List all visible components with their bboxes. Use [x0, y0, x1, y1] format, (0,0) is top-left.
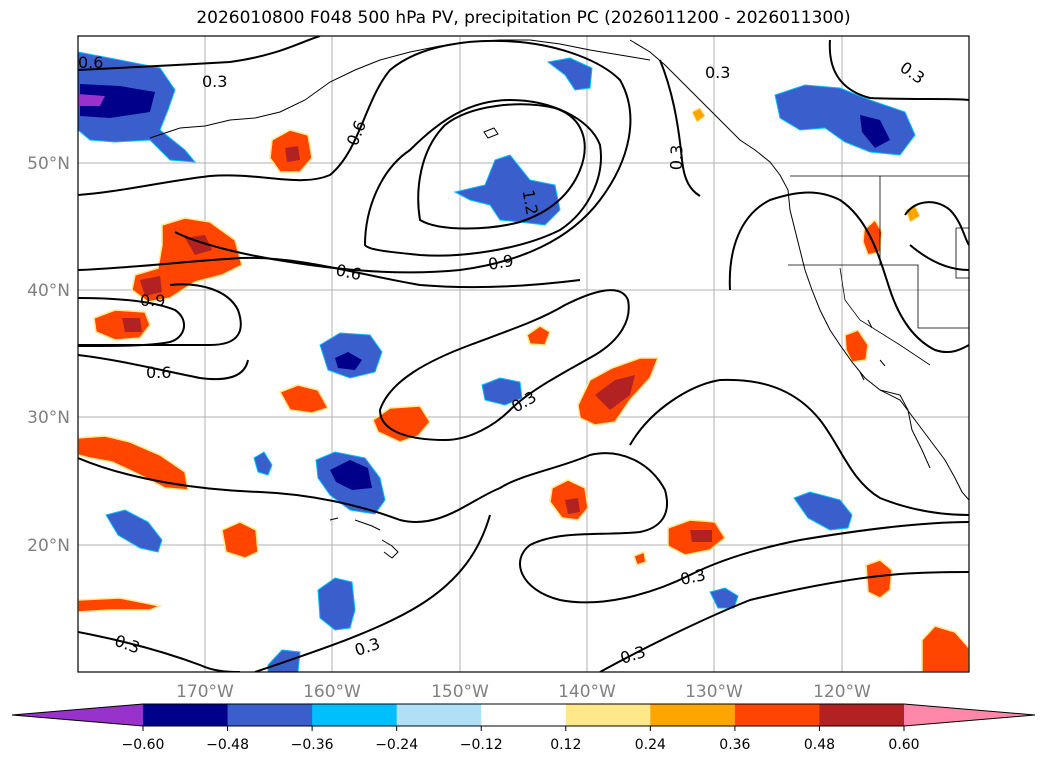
- pos-patch-southwest: [78, 435, 189, 491]
- colorbar-tick-label: −0.36: [291, 737, 334, 753]
- colorbar-swatch: [312, 704, 398, 726]
- borders: [788, 175, 969, 366]
- colorbar-swatch: [396, 704, 482, 726]
- colorbar-tick-label: 0.60: [888, 737, 919, 753]
- lat-label: 20°N: [27, 536, 70, 556]
- lon-label: 150°W: [431, 682, 489, 702]
- colorbar-tick-label: 0.48: [804, 737, 835, 753]
- neg-patch-central-2: [481, 377, 523, 406]
- pos-patch-california: [844, 329, 869, 363]
- neg-patch-south-1: [317, 577, 356, 631]
- neg-patch-gulf: [453, 154, 561, 226]
- pos-patch-small-2: [633, 550, 647, 566]
- colorbar-swatch: [819, 704, 905, 726]
- negative-anomaly-patches: [78, 51, 916, 672]
- contour-label: 0.9: [140, 291, 165, 310]
- lon-label: 120°W: [813, 682, 871, 702]
- colorbar: −0.60 −0.48 −0.36 −0.24 −0.12 0.12 0.24 0.36 0.4…: [11, 703, 1036, 753]
- colorbar-extension-max: [904, 704, 1035, 726]
- colorbar-tick-label: −0.12: [460, 737, 503, 753]
- contour-label: 0.3: [202, 72, 227, 91]
- colorbar-swatch: [143, 704, 229, 726]
- pos-patch-west-2: [93, 309, 151, 341]
- pos-patch-small-1: [526, 325, 551, 346]
- neg-patch-alaska-coast: [546, 57, 593, 91]
- contour-label: 0.3: [678, 565, 707, 589]
- colorbar-tick-label: −0.24: [375, 737, 418, 753]
- neg-patch-east-2: [709, 587, 739, 609]
- map-border: [77, 35, 970, 673]
- contour-label: 0.9: [487, 251, 515, 274]
- latitude-axis: 50°N 40°N 30°N 20°N: [27, 154, 70, 556]
- contour-label: 0.6: [146, 363, 171, 382]
- lon-label: 160°W: [303, 682, 361, 702]
- pos-patch-central-2: [372, 405, 431, 443]
- positive-anomaly-patches: [78, 107, 969, 672]
- lat-label: 40°N: [27, 281, 70, 301]
- colorbar-swatch: [650, 704, 736, 726]
- colorbar-tick-label: 0.12: [550, 737, 581, 753]
- lat-label: 30°N: [27, 408, 70, 428]
- pos-patch-far-west-strip: [78, 597, 163, 613]
- colorbar-extension-min: [12, 704, 143, 726]
- pos-patch-tiny-1: [691, 107, 706, 123]
- contour-label: 0.3: [667, 144, 687, 170]
- pos-patch-east-1: [865, 559, 893, 599]
- neg-patch-west-1: [105, 509, 163, 553]
- contour-label: 0.3: [705, 63, 730, 82]
- colorbar-swatch: [227, 704, 313, 726]
- coastlines: [149, 39, 969, 559]
- map-title: 2026010800 F048 500 hPa PV, precipitatio…: [196, 8, 851, 28]
- pos-patch-central-1: [278, 384, 330, 414]
- longitude-axis: 170°W 160°W 150°W 140°W 130°W 120°W: [176, 682, 871, 702]
- pos-patch-south-1: [221, 521, 259, 559]
- pos-patch-east-2: [921, 625, 969, 672]
- contour-label: 1.2: [519, 188, 542, 216]
- colorbar-swatch: [481, 704, 567, 726]
- colorbar-tick-label: 0.24: [635, 737, 666, 753]
- lon-label: 170°W: [176, 682, 234, 702]
- lon-label: 130°W: [685, 682, 743, 702]
- contour-label: 0.6: [334, 260, 363, 284]
- colorbar-tick-label: −0.60: [122, 737, 165, 753]
- lon-label: 140°W: [558, 682, 616, 702]
- colorbar-tick-label: −0.48: [206, 737, 249, 753]
- colorbar-tick-label: 0.36: [719, 737, 750, 753]
- neg-patch-south-2: [267, 649, 301, 672]
- neg-patch-east-1: [793, 491, 853, 531]
- contour-label: 0.6: [78, 53, 103, 72]
- neg-patch-small-1: [253, 451, 273, 476]
- map-area: [78, 36, 969, 672]
- pv-contours: [78, 36, 969, 672]
- colorbar-swatch: [734, 704, 820, 726]
- colorbar-swatch: [565, 704, 651, 726]
- lat-label: 50°N: [27, 154, 70, 174]
